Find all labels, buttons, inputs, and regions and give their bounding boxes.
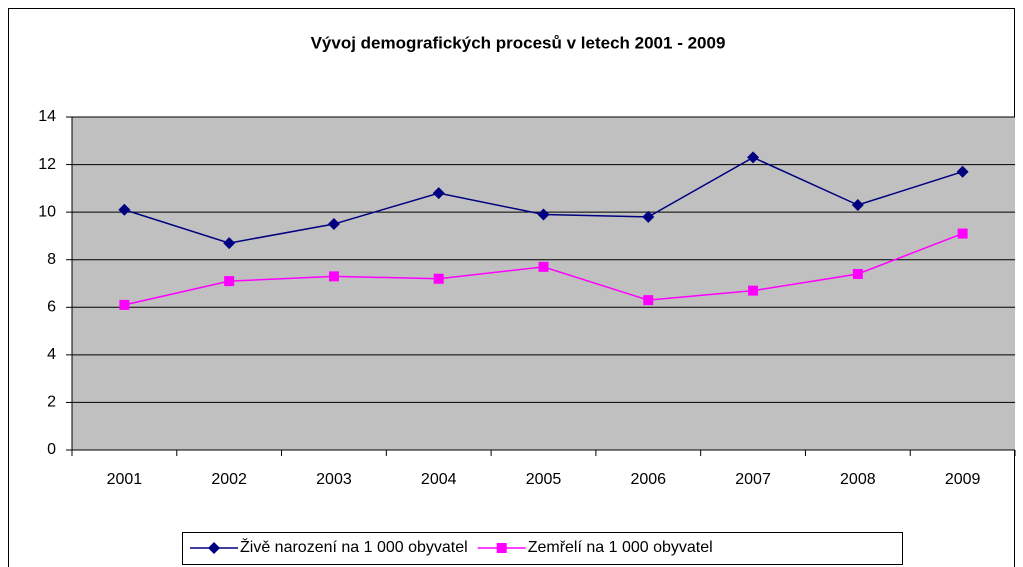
marker <box>208 542 220 554</box>
chart-title: Vývoj demografických procesů v letech 20… <box>311 33 726 52</box>
x-tick-label: 2007 <box>735 471 771 488</box>
legend <box>182 532 903 565</box>
y-tick-label: 10 <box>38 203 56 220</box>
marker <box>496 543 507 553</box>
marker <box>748 285 759 296</box>
plot-area <box>72 117 1015 450</box>
marker <box>537 208 550 221</box>
marker <box>433 273 444 284</box>
marker <box>956 165 969 178</box>
marker <box>432 187 445 200</box>
marker <box>327 218 340 231</box>
y-tick-label: 12 <box>38 156 56 173</box>
marker <box>957 228 968 239</box>
x-tick-label: 2004 <box>421 471 457 488</box>
legend-label: Zemřelí na 1 000 obyvatel <box>528 539 713 556</box>
marker <box>852 268 863 279</box>
x-tick-label: 2001 <box>107 471 143 488</box>
y-tick-label: 2 <box>47 394 56 411</box>
x-tick-label: 2006 <box>630 471 666 488</box>
y-tick-label: 4 <box>47 346 56 363</box>
marker <box>642 210 655 223</box>
marker <box>643 295 654 306</box>
y-tick-label: 0 <box>47 441 56 458</box>
marker <box>747 151 760 164</box>
marker <box>328 271 339 282</box>
marker <box>538 261 549 272</box>
marker <box>223 237 236 250</box>
x-tick-label: 2003 <box>316 471 352 488</box>
y-tick-label: 8 <box>47 251 56 268</box>
y-tick-label: 14 <box>38 108 56 125</box>
legend-label: Živě narození na 1 000 obyvatel <box>240 537 468 556</box>
x-tick-label: 2009 <box>945 471 981 488</box>
x-tick-label: 2002 <box>211 471 247 488</box>
marker <box>118 203 131 216</box>
marker <box>851 199 864 212</box>
y-tick-label: 6 <box>47 299 56 316</box>
marker <box>224 276 235 287</box>
x-tick-label: 2008 <box>840 471 876 488</box>
marker <box>119 299 130 310</box>
x-tick-label: 2005 <box>526 471 562 488</box>
